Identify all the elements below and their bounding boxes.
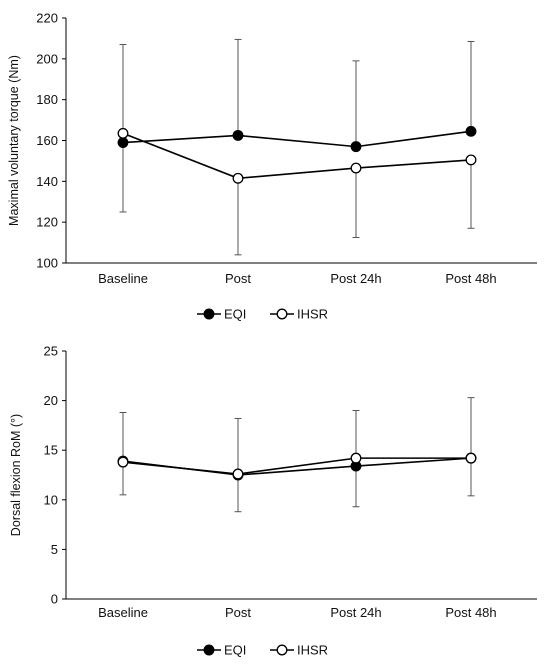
y-tick-label: 200 — [36, 51, 58, 66]
data-point-ihsr — [465, 452, 477, 464]
legend-label: IHSR — [297, 307, 328, 322]
data-point-ihsr — [232, 468, 244, 480]
y-axis-label: Dorsal flexion RoM (°) — [9, 414, 23, 536]
data-point-ihsr — [350, 452, 362, 464]
filled-circle-icon — [203, 644, 215, 656]
y-tick-label: 0 — [51, 592, 58, 607]
data-point-ihsr — [117, 456, 129, 468]
y-tick-label: 100 — [36, 256, 58, 271]
open-circle-icon — [276, 308, 288, 320]
x-tick-label: Post — [225, 605, 251, 620]
y-tick-label: 10 — [44, 492, 58, 507]
y-tick-label: 25 — [44, 344, 58, 359]
y-axis-label: Maximal voluntary torque (Nm) — [7, 55, 21, 226]
x-tick-label: Post 48h — [445, 605, 496, 620]
y-tick-label: 160 — [36, 133, 58, 148]
filled-circle-icon — [203, 308, 215, 320]
x-tick-label: Baseline — [98, 605, 148, 620]
data-point-ihsr — [465, 154, 477, 166]
y-tick-label: 5 — [51, 542, 58, 557]
y-tick-label: 220 — [36, 11, 58, 26]
series-line-ihsr — [122, 132, 472, 180]
legend-label: EQI — [224, 643, 246, 658]
y-tick-label: 20 — [44, 393, 58, 408]
data-point-eqi — [350, 141, 362, 153]
y-tick-label: 15 — [44, 443, 58, 458]
x-tick-label: Post 48h — [445, 271, 496, 286]
y-tick-label: 120 — [36, 215, 58, 230]
dorsal-flexion-chart: 0 5 10 15 20 25 Baseline Post Post 24h Post 48h Do… — [9, 344, 537, 658]
x-tick-label: Baseline — [98, 271, 148, 286]
legend-label: IHSR — [297, 643, 328, 658]
y-tick-label: 180 — [36, 92, 58, 107]
data-point-eqi — [117, 137, 129, 148]
data-point-eqi — [232, 129, 244, 141]
open-circle-icon — [276, 644, 288, 656]
series-line-eqi — [122, 130, 472, 148]
data-point-ihsr — [232, 172, 244, 184]
data-point-ihsr — [350, 162, 362, 174]
y-tick-label: 140 — [36, 174, 58, 189]
series-line-ihsr — [122, 457, 471, 475]
data-point-eqi — [465, 125, 477, 137]
torque-chart: 100 120 140 160 180 200 220 Baseline Post Post 24… — [7, 11, 537, 322]
x-tick-label: Post 24h — [330, 605, 381, 620]
x-tick-label: Post 24h — [330, 271, 381, 286]
data-point-ihsr — [117, 127, 129, 139]
legend-label: EQI — [224, 307, 246, 322]
x-tick-label: Post — [225, 271, 251, 286]
